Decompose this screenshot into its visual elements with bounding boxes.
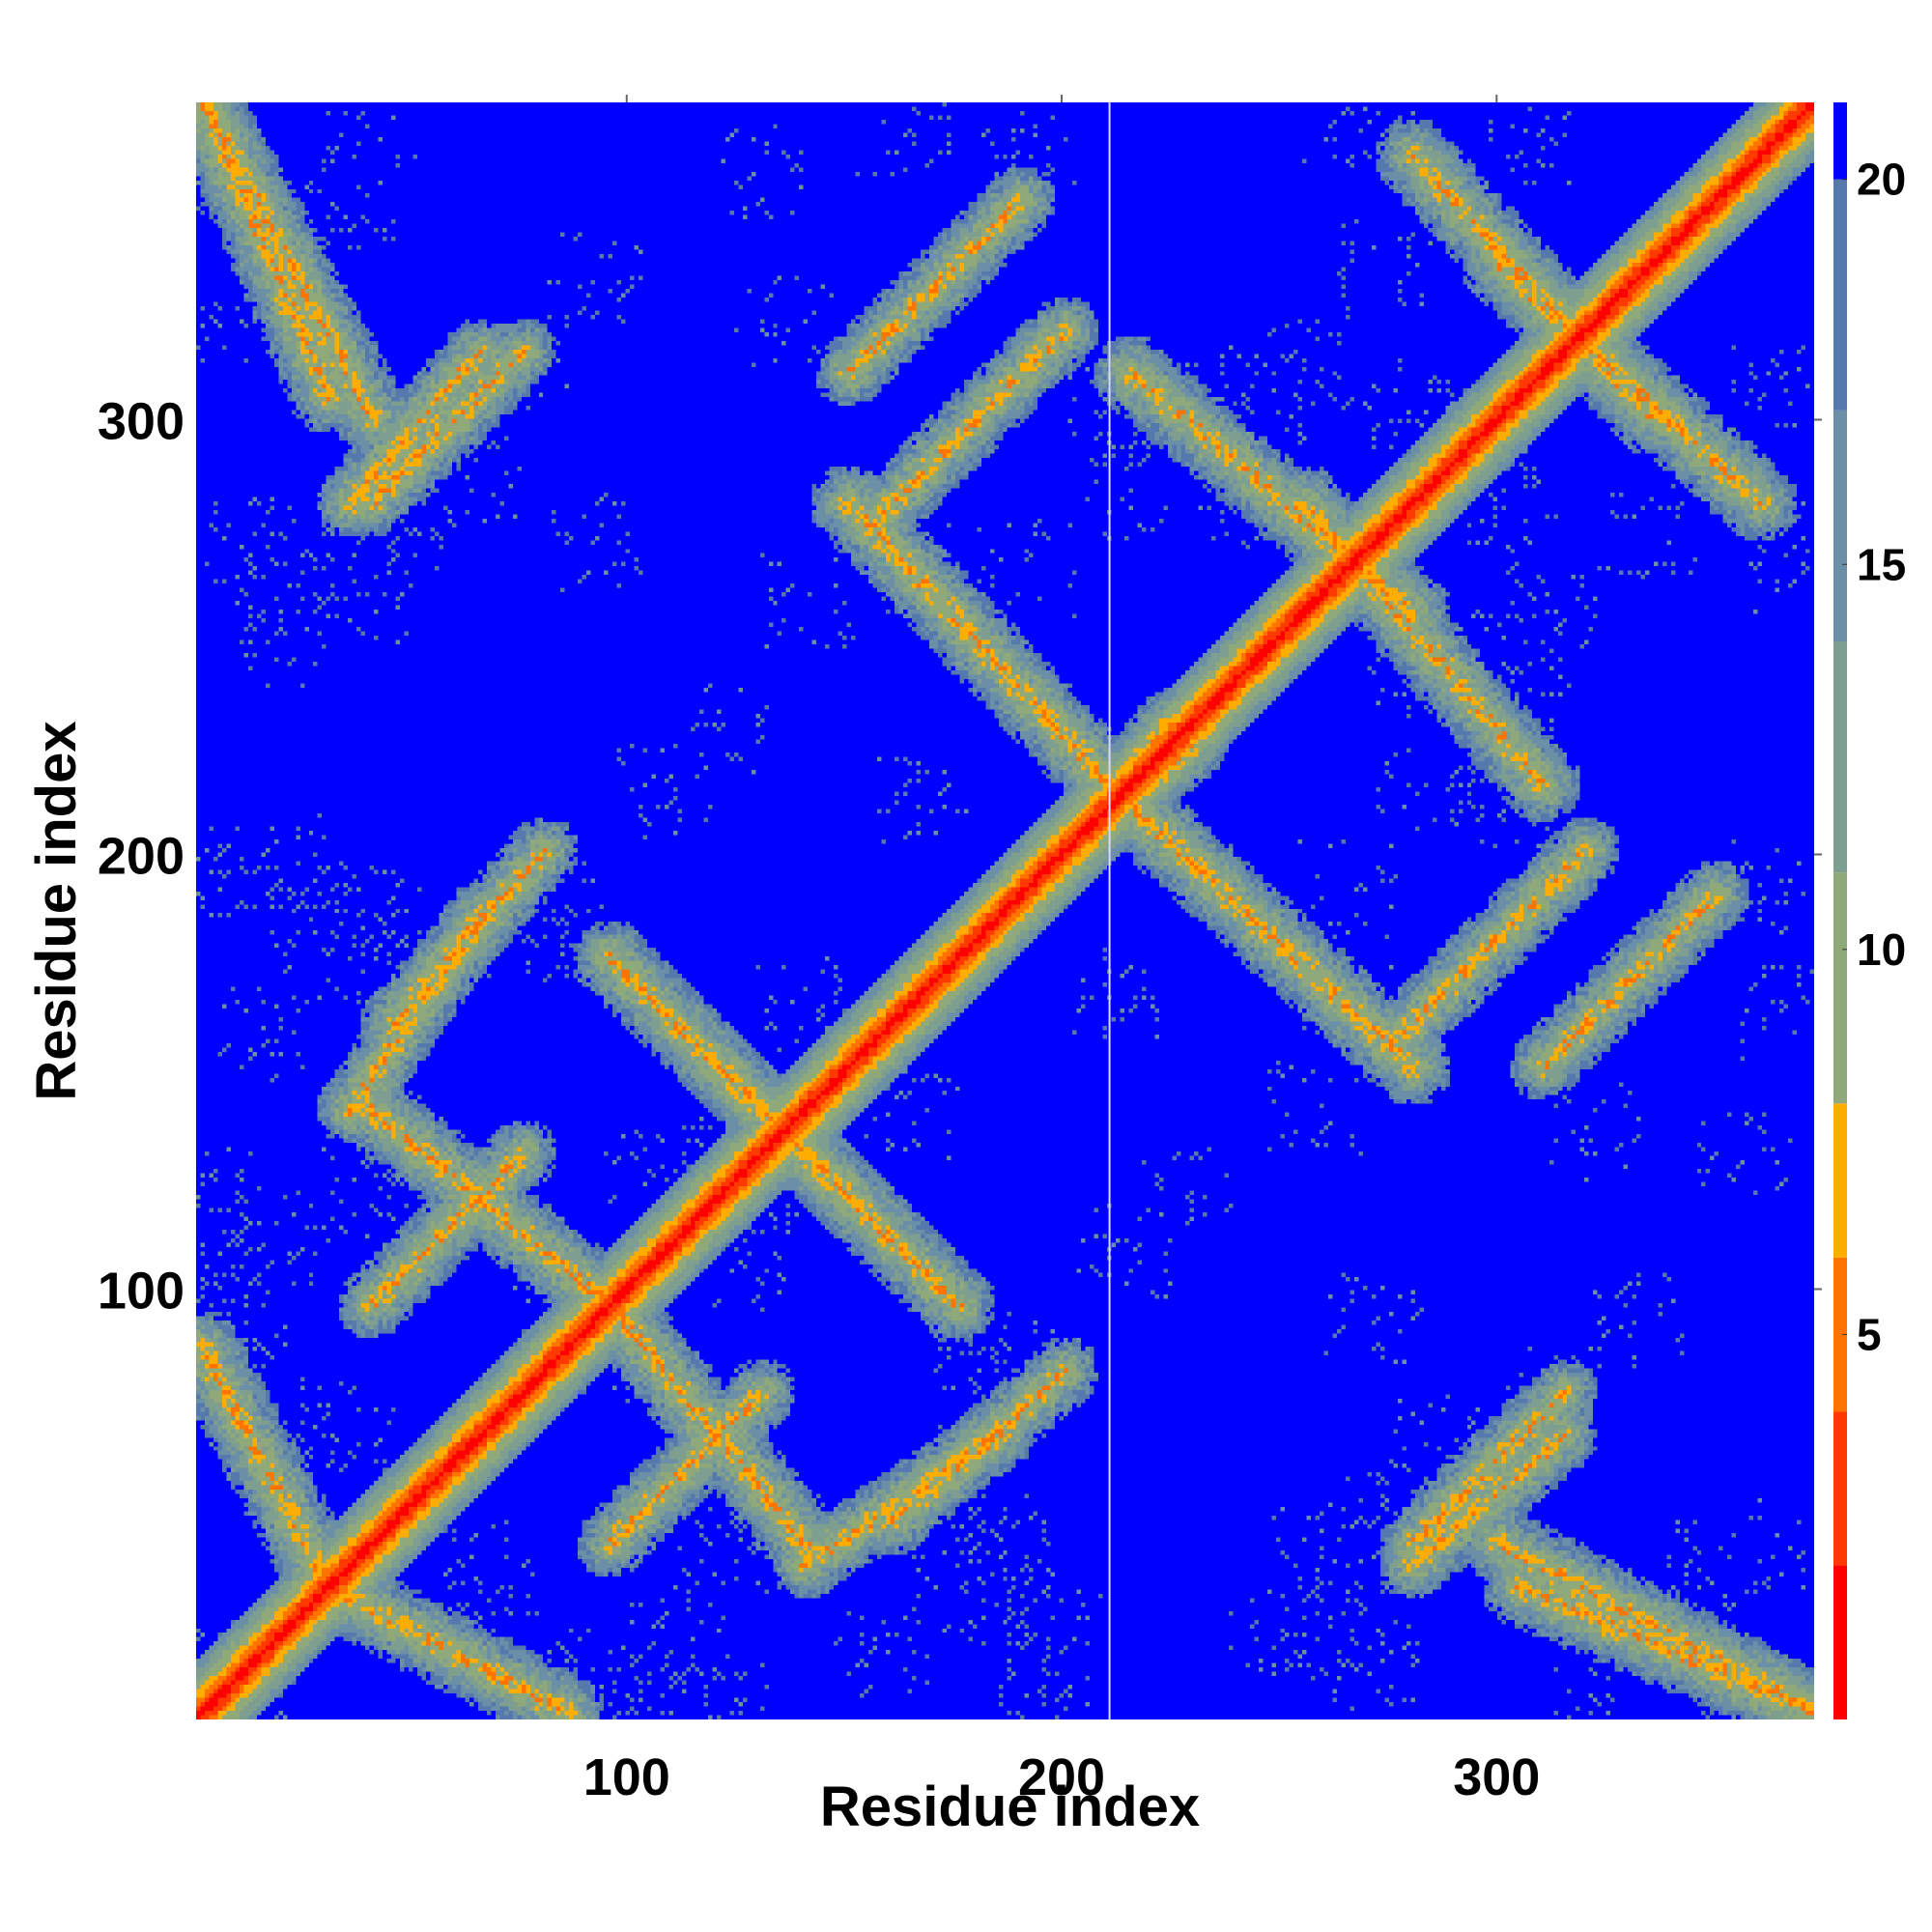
colorbar: 5 10 15 20 <box>1833 102 1906 1719</box>
y-tick-label: 200 <box>98 828 185 886</box>
colorbar-segment <box>1833 1411 1847 1566</box>
y-tick-label: 100 <box>98 1263 185 1321</box>
x-axis-title: Residue index <box>820 1776 1200 1838</box>
colorbar-segment <box>1833 102 1847 180</box>
colorbar-segment <box>1833 1103 1847 1258</box>
plot-area <box>196 102 1814 1719</box>
x-tick-label: 100 <box>583 1748 670 1806</box>
heatmap-cells <box>196 102 1814 1719</box>
colorbar-segment <box>1833 1565 1847 1719</box>
colorbar-tick-label: 10 <box>1857 924 1906 975</box>
colorbar-segment <box>1833 641 1847 873</box>
colorbar-segment <box>1833 1257 1847 1412</box>
x-tick-label: 200 <box>1018 1748 1105 1806</box>
colorbar-tick-label: 15 <box>1857 539 1906 589</box>
colorbar-tick-label: 5 <box>1857 1309 1882 1359</box>
colorbar-tick-label: 20 <box>1857 155 1906 205</box>
colorbar-segment <box>1833 179 1847 411</box>
x-axis: 100 200 300 <box>583 95 1540 1806</box>
y-axis-title: Residue index <box>25 721 88 1100</box>
y-axis: 100 200 300 <box>98 393 1822 1321</box>
colorbar-segment <box>1833 410 1847 641</box>
x-tick-label: 300 <box>1453 1748 1540 1806</box>
colorbar-segment <box>1833 872 1847 1104</box>
y-tick-label: 300 <box>98 393 185 451</box>
